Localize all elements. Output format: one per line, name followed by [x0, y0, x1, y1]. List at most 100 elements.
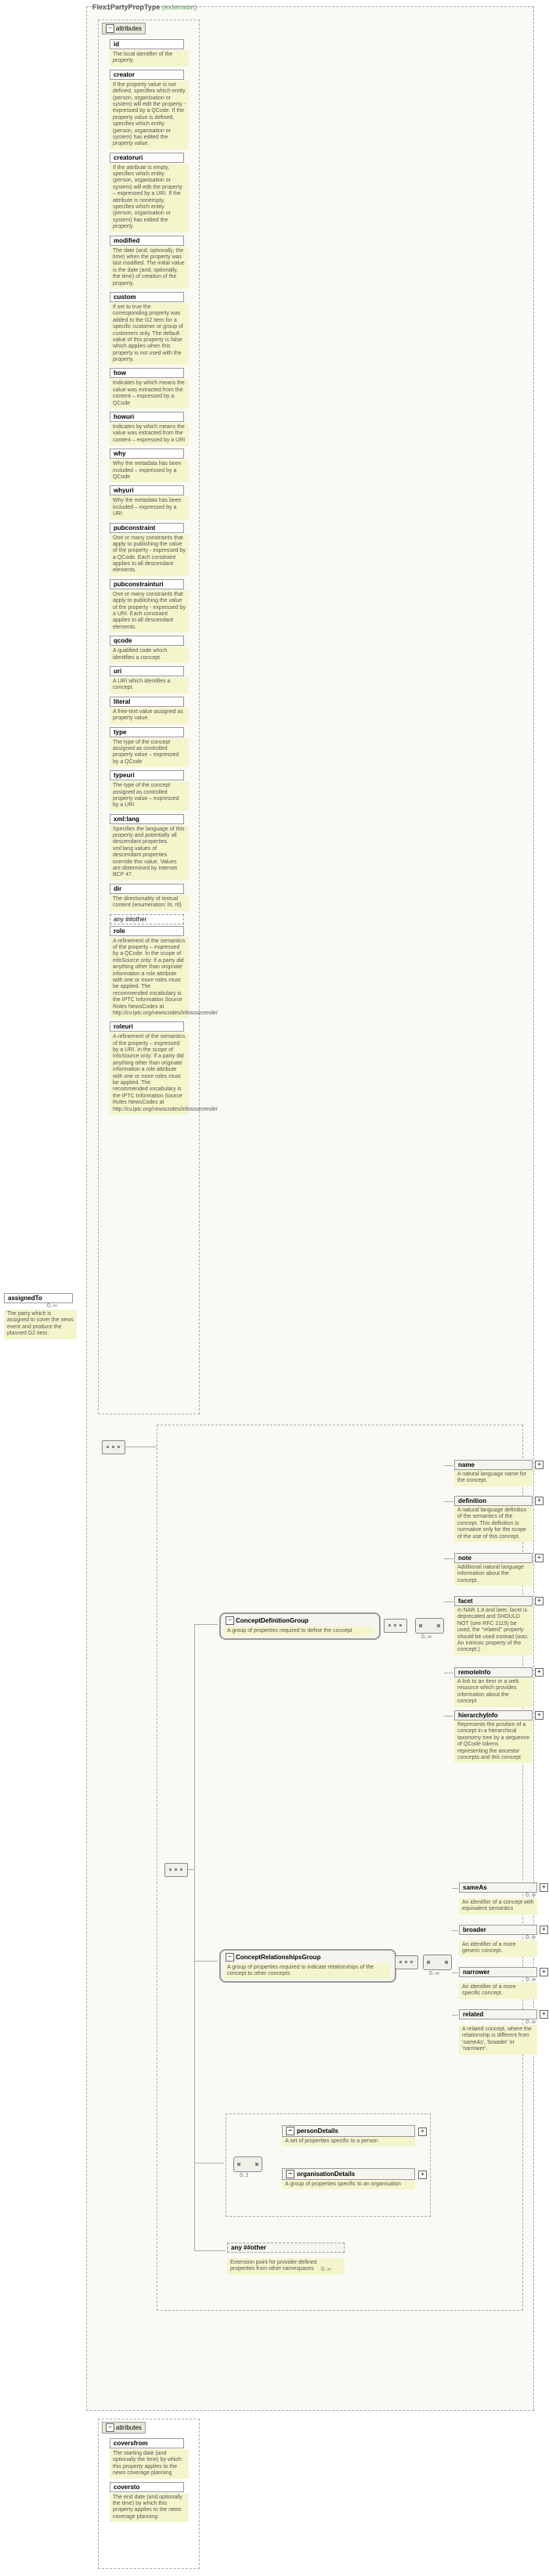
attr-pubconstraint[interactable]: pubconstraint — [110, 523, 184, 533]
expand-icon[interactable]: + — [418, 2171, 427, 2179]
org-desc: A group of properties specific to an org… — [282, 2180, 415, 2189]
sequence-child — [164, 1863, 188, 1877]
attr-xml-lang[interactable]: xml:lang — [110, 814, 184, 824]
seq-crel — [395, 1955, 418, 1969]
card-crel: 0..∞ — [429, 1971, 439, 1976]
root-desc: The party which is assigned to cover the… — [4, 1310, 77, 1339]
attr-desc: The directionality of textual content (e… — [110, 895, 189, 911]
attr-dir[interactable]: dir — [110, 884, 184, 894]
el-definition[interactable]: definition A natural language definition… — [454, 1496, 533, 1542]
attr-desc: Indicates by which means the value was e… — [110, 379, 189, 409]
attr-id[interactable]: id — [110, 39, 184, 49]
connector — [444, 1558, 453, 1559]
attr-whyuri[interactable]: whyuri — [110, 485, 184, 495]
attributes-header-1[interactable]: − attributes — [102, 23, 146, 34]
expand-icon[interactable]: + — [535, 1554, 544, 1562]
expand-icon[interactable]: + — [540, 2010, 548, 2019]
expand-icon[interactable]: + — [535, 1461, 544, 1469]
attr-desc: Indicates by which means the value was e… — [110, 423, 189, 445]
el-narrower[interactable]: narrower 0..∞ An identifier of a more sp… — [459, 1967, 537, 1999]
connector — [452, 1888, 458, 1889]
root-element: assignedTo 0..∞ The party which is assig… — [4, 1292, 70, 1342]
el-remoteInfo[interactable]: remoteInfo A link to an item or a web re… — [454, 1667, 533, 1707]
attr-desc: If the attribute is empty, specifies whi… — [110, 164, 189, 232]
el-note[interactable]: note Additional natural language informa… — [454, 1553, 533, 1586]
connector — [444, 1716, 453, 1717]
collapse-icon[interactable]: − — [286, 2170, 294, 2178]
expand-icon[interactable]: + — [535, 1597, 544, 1605]
attr-why[interactable]: why — [110, 449, 184, 459]
attr-section-label: attributes — [116, 25, 142, 32]
connector — [194, 2250, 226, 2251]
attr-custom[interactable]: custom — [110, 292, 184, 302]
attr-creator[interactable]: creator — [110, 70, 184, 80]
collapse-icon[interactable]: − — [226, 1953, 234, 1962]
collapse-icon[interactable]: − — [106, 24, 114, 33]
expand-icon[interactable]: + — [540, 1926, 548, 1934]
expand-icon[interactable]: + — [535, 1711, 544, 1720]
attributes-panel-2: − attributes coversfromThe starting date… — [98, 2419, 200, 2569]
group-desc-crel: A group of properties required to indica… — [226, 1963, 390, 1979]
attr-role[interactable]: role — [110, 926, 184, 936]
el-broader[interactable]: broader 0..∞ An identifier of a more gen… — [459, 1925, 537, 1957]
attr-desc: The type of the concept assigned as cont… — [110, 781, 189, 811]
attr-literal[interactable]: literal — [110, 697, 184, 707]
extension-link[interactable]: (extension) — [162, 3, 197, 11]
expand-icon[interactable]: + — [540, 1968, 548, 1976]
any-other-title: any ##other — [231, 2244, 266, 2251]
el-person-details[interactable]: − personDetails A set of properties spec… — [282, 2125, 415, 2146]
group-concept-relationships[interactable]: − ConceptRelationshipsGroup A group of p… — [219, 1949, 396, 1983]
attr-uri[interactable]: uri — [110, 666, 184, 676]
person-title: personDetails — [294, 2127, 338, 2135]
collapse-icon[interactable]: − — [106, 2423, 114, 2432]
collapse-icon[interactable]: − — [286, 2127, 294, 2135]
attr-desc: One or many constraints that apply to pu… — [110, 590, 189, 632]
attr-desc: The starting date (and optionally the ti… — [110, 2449, 189, 2479]
attr-modified[interactable]: modified — [110, 236, 184, 246]
expand-icon[interactable]: + — [535, 1668, 544, 1677]
attr-desc: The type of the concept assigned as cont… — [110, 738, 189, 768]
attr-desc: A URI which identifies a concept. — [110, 677, 189, 694]
el-org-details[interactable]: − organisationDetails A group of propert… — [282, 2168, 415, 2189]
el-related[interactable]: related 0..∞ A related concept, where th… — [459, 2009, 537, 2055]
attr-creatoruri[interactable]: creatoruri — [110, 153, 184, 163]
connector — [444, 1601, 453, 1602]
el-any-other[interactable]: any ##other 0..∞ Extension point for pro… — [227, 2243, 345, 2275]
group-concept-definition[interactable]: − ConceptDefinitionGroup A group of prop… — [219, 1612, 381, 1640]
connector — [194, 1961, 218, 1962]
connector — [188, 1869, 194, 1870]
attr-any---other[interactable]: any ##other — [110, 914, 184, 924]
card-person-org: 0..1 — [240, 2173, 249, 2178]
expand-icon[interactable]: + — [540, 1883, 548, 1892]
collapse-icon[interactable]: − — [226, 1616, 234, 1625]
el-hierarchyInfo[interactable]: hierarchyInfo Represents the position of… — [454, 1710, 533, 1763]
attr-how[interactable]: how — [110, 368, 184, 378]
connector — [452, 2015, 458, 2016]
attr-desc: Specifies the language of this property … — [110, 825, 189, 881]
el-name[interactable]: name A natural language name for the con… — [454, 1460, 533, 1486]
root-card: 0..∞ — [4, 1303, 70, 1309]
expand-icon[interactable]: + — [418, 2127, 427, 2136]
expand-icon[interactable]: + — [535, 1497, 544, 1505]
choice-person-org — [233, 2156, 262, 2172]
attr-roleuri[interactable]: roleuri — [110, 1021, 184, 1032]
attr-desc: Why the metadata has been included – exp… — [110, 459, 189, 482]
attr-coversfrom[interactable]: coversfrom — [110, 2438, 184, 2448]
attr-desc: A free-text value assigned as property v… — [110, 708, 189, 724]
attr-type[interactable]: type — [110, 727, 184, 737]
attr-list-2: coversfromThe starting date (and optiona… — [110, 2437, 196, 2525]
attributes-header-2[interactable]: − attributes — [102, 2422, 146, 2434]
seq-cdef — [384, 1619, 407, 1633]
connector-v — [194, 1624, 195, 2250]
attr-coversto[interactable]: coversto — [110, 2482, 184, 2492]
attr-pubconstrainturi[interactable]: pubconstrainturi — [110, 579, 184, 589]
attr-qcode[interactable]: qcode — [110, 636, 184, 646]
el-facet[interactable]: facet In NAR 1.8 and later, facet is dep… — [454, 1596, 533, 1655]
attr-howuri[interactable]: howuri — [110, 412, 184, 422]
connector — [194, 1624, 218, 1625]
attr-typeuri[interactable]: typeuri — [110, 770, 184, 780]
el-sameAs[interactable]: sameAs 0..∞ An identifier of a concept w… — [459, 1882, 537, 1915]
attr-desc: A qualified code which identifies a conc… — [110, 647, 189, 663]
attr-desc: The local identifier of the property. — [110, 50, 189, 67]
any-other-card: 0..∞ — [321, 2267, 439, 2272]
